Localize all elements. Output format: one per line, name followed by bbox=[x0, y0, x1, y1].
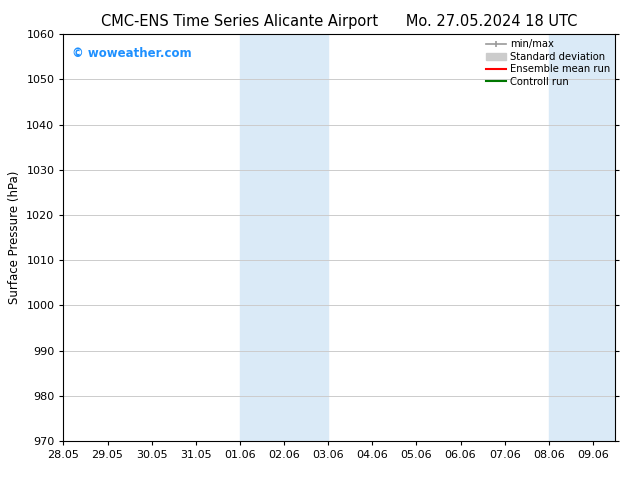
Title: CMC-ENS Time Series Alicante Airport      Mo. 27.05.2024 18 UTC: CMC-ENS Time Series Alicante Airport Mo.… bbox=[101, 14, 578, 29]
Y-axis label: Surface Pressure (hPa): Surface Pressure (hPa) bbox=[8, 171, 21, 304]
Bar bbox=[240, 34, 328, 441]
Legend: min/max, Standard deviation, Ensemble mean run, Controll run: min/max, Standard deviation, Ensemble me… bbox=[484, 37, 612, 89]
Text: © woweather.com: © woweather.com bbox=[72, 47, 191, 59]
Bar bbox=[549, 34, 634, 441]
